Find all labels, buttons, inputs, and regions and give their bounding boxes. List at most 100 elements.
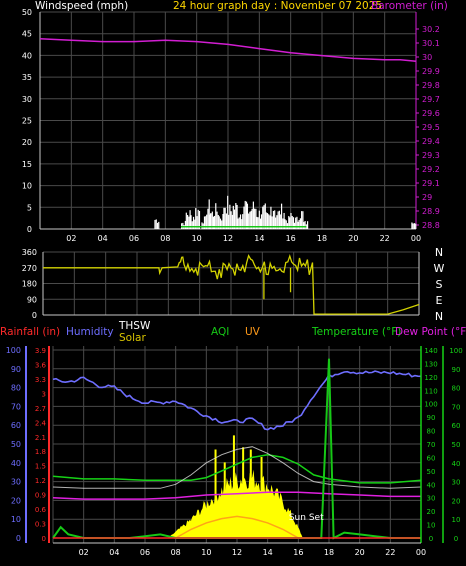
panel3-series: Sun Set [52, 358, 422, 540]
x-tick-label: 06 [140, 548, 150, 557]
y-right-tick-label: 30 [422, 53, 432, 62]
y-tick-label: 35 [22, 73, 32, 82]
x-tick-label: 20 [348, 234, 358, 243]
y-right-tick-label: 29.6 [422, 109, 440, 118]
y-right-tick-label: 29.9 [422, 67, 440, 76]
y-right-tick-label: 28.8 [422, 221, 440, 230]
y-right-tick-label: 29 [422, 193, 432, 202]
x-tick-label: 06 [129, 234, 139, 243]
rain-tick-label: 3.9 [35, 347, 46, 355]
rainfall-label: Rainfall (in) [0, 326, 60, 338]
y-tick-label: 25 [22, 117, 32, 126]
compass-label: E [436, 294, 443, 307]
sunset-label: Sun Set [289, 513, 324, 523]
rain-tick-label: 2.7 [35, 405, 46, 413]
x-tick-label: 12 [223, 234, 233, 243]
compass-label: N [435, 246, 443, 259]
x-tick-label: 14 [254, 234, 264, 243]
y-tick-label: 360 [22, 248, 37, 257]
y-right-tick-label: 29.7 [422, 95, 440, 104]
x-tick-label: 22 [385, 548, 395, 557]
aqi-tick-label: 70 [452, 403, 461, 411]
y-right-tick-label: 29.2 [422, 165, 440, 174]
y-right-tick-label: 30.2 [422, 25, 440, 34]
thsw-label: THSW [118, 320, 151, 332]
humidity-tick-label: 100 [6, 346, 21, 355]
thsw-line [52, 446, 422, 489]
temp-tick-label: 130 [424, 360, 437, 368]
rain-tick-label: 3.6 [35, 361, 47, 369]
aqi-tick-label: 30 [452, 479, 461, 487]
temp-tick-label: 120 [424, 374, 437, 382]
panel3-axes: 010203040506070809010000.30.60.91.21.51.… [6, 346, 463, 557]
humidity-tick-label: 0 [16, 534, 21, 543]
y-tick-label: 0 [32, 311, 37, 320]
x-tick-label: 16 [293, 548, 303, 557]
y-tick-label: 45 [22, 30, 32, 39]
humidity-tick-label: 90 [11, 365, 21, 374]
rain-tick-label: 2.1 [35, 434, 46, 442]
y-right-tick-label: 29.3 [422, 151, 440, 160]
rain-tick-label: 2.4 [35, 419, 47, 427]
x-tick-label: 22 [380, 234, 390, 243]
windspeed-label: Windspeed (mph) [35, 0, 128, 12]
x-tick-label: 00 [416, 548, 426, 557]
wind-direction-line [43, 254, 420, 315]
temp-tick-label: 90 [427, 414, 436, 422]
temp-tick-label: 140 [424, 347, 437, 355]
x-tick-label: 20 [355, 548, 365, 557]
x-tick-label: 08 [171, 548, 181, 557]
x-tick-label: 10 [201, 548, 211, 557]
temp-tick-label: 100 [424, 401, 437, 409]
y-tick-label: 0 [27, 225, 32, 234]
graph-title: 24 hour graph day : November 07 2025 [173, 0, 382, 12]
humidity-tick-label: 20 [11, 496, 21, 505]
rain-tick-label: 1.2 [35, 477, 46, 485]
temp-tick-label: 40 [427, 481, 436, 489]
y-right-tick-label: 30.1 [422, 39, 440, 48]
compass-label: S [436, 278, 443, 291]
y-right-tick-label: 28.9 [422, 207, 440, 216]
rain-tick-label: 0.3 [35, 521, 46, 529]
aqi-tick-label: 0 [454, 535, 458, 543]
y-tick-label: 90 [27, 295, 37, 304]
aqi-tick-label: 20 [452, 497, 461, 505]
x-tick-label: 10 [192, 234, 202, 243]
temp-tick-label: 20 [427, 508, 436, 516]
x-tick-label: 04 [109, 548, 119, 557]
temp-tick-label: 70 [427, 441, 436, 449]
solar-area [168, 469, 303, 538]
x-tick-label: 08 [160, 234, 170, 243]
x-tick-label: 04 [98, 234, 108, 243]
y-tick-label: 50 [22, 8, 32, 17]
temperature-line [52, 453, 422, 484]
y-right-tick-label: 29.1 [422, 179, 440, 188]
x-tick-label: 02 [66, 234, 76, 243]
humidity-tick-label: 40 [11, 459, 21, 468]
panel2-series [43, 254, 420, 315]
aqi-tick-label: 40 [452, 460, 461, 468]
temp-tick-label: 110 [424, 387, 437, 395]
solar-label: Solar [119, 332, 146, 344]
temp-tick-label: 50 [427, 468, 436, 476]
y-tick-label: 5 [27, 203, 32, 212]
panel1-series [39, 38, 417, 229]
temp-tick-label: 30 [427, 495, 436, 503]
rain-tick-label: 0 [42, 535, 46, 543]
aqi-tick-label: 100 [449, 347, 462, 355]
y-tick-label: 10 [22, 182, 32, 191]
aqi-tick-label: 90 [452, 366, 461, 374]
humidity-tick-label: 80 [11, 384, 21, 393]
dewpoint-label: Dew Point (°F) [395, 326, 466, 338]
x-tick-label: 00 [411, 234, 421, 243]
uv-label: UV [245, 326, 261, 338]
temp-tick-label: 10 [427, 522, 436, 530]
panel1-axes: 0 5 10 15 20 25 30 35 40 45 50 28.8 28.9 29 29.1 29.2 29… [22, 8, 440, 243]
temperature-label: Temperature (°F) [311, 326, 401, 338]
x-tick-label: 14 [263, 548, 273, 557]
aqi-tick-label: 10 [452, 516, 461, 524]
dew-point-line [52, 491, 421, 500]
rain-tick-label: 1.8 [35, 448, 46, 456]
humidity-line [52, 370, 422, 431]
